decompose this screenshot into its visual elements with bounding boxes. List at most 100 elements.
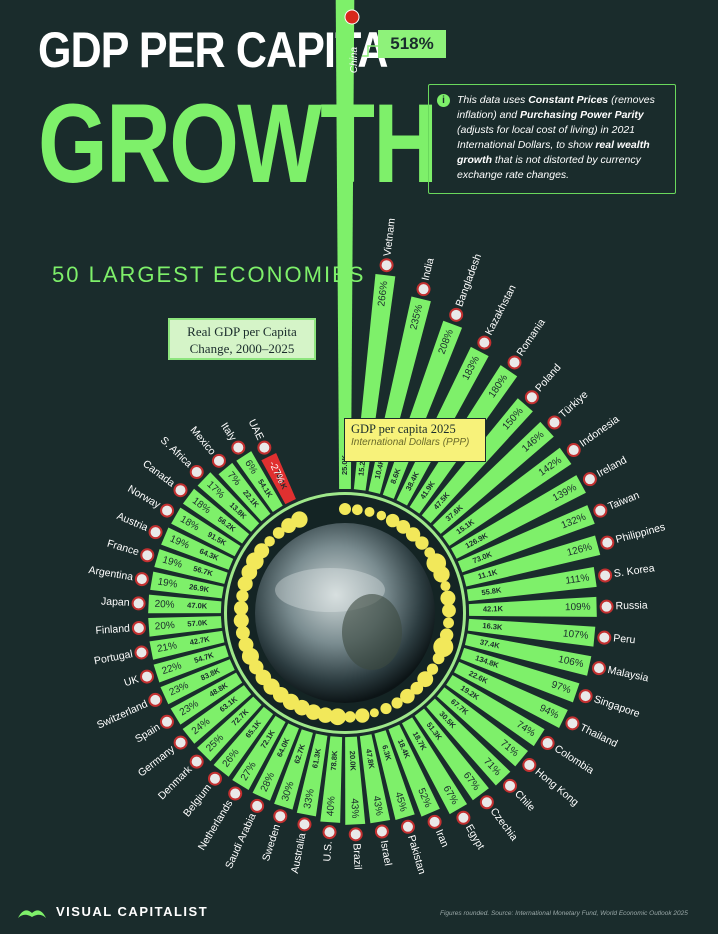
flag-icon-china (344, 9, 360, 25)
country-label-austria: Austria (115, 510, 150, 534)
bar-spain (170, 672, 243, 725)
bar-norway (171, 507, 241, 557)
gdp-bubble-russia (442, 603, 456, 618)
country-label-thailand: Thailand (578, 722, 620, 750)
gdp-bubble-argentina (236, 589, 249, 603)
flag-icon-philippines (600, 535, 615, 550)
country-label-peru: Peru (613, 632, 636, 646)
growth-label-japan: 20% (154, 599, 175, 611)
flag-icon-s-africa (189, 465, 204, 480)
flag-icon-u-s (322, 825, 337, 840)
gdp-bubble-kazakhstan (385, 513, 400, 528)
flag-icon-argentina (134, 572, 149, 587)
country-label-japan: Japan (101, 595, 130, 608)
bar-australia (296, 733, 328, 817)
gdp-bubble-colombia (426, 663, 439, 675)
country-label-czechia: Czechia (488, 806, 520, 844)
flag-icon-israel (374, 824, 389, 839)
gdp-bubble-uk (238, 637, 254, 653)
growth-label-argentina: 19% (157, 576, 179, 590)
country-label-belgium: Belgium (181, 782, 214, 819)
flag-icon-indonesia (566, 443, 581, 458)
flag-icon-t-rkiye (547, 415, 562, 430)
bar-singapore (460, 647, 580, 703)
country-label-china: China (349, 47, 360, 74)
gdp-bubble-canada (254, 543, 270, 559)
bar-taiwan (457, 505, 595, 573)
gdp-label-vietnam: 15.2K (356, 455, 367, 477)
gdp-bubble-s-korea (440, 590, 456, 606)
flag-icon-vietnam (379, 258, 394, 273)
bar-uk (153, 645, 229, 683)
flag-icon-chile (503, 778, 518, 793)
flag-icon-czechia (479, 795, 494, 810)
flag-icon-canada (173, 483, 188, 498)
country-label-romania: Romania (514, 317, 548, 359)
growth-label-vietnam: 266% (376, 280, 390, 307)
growth-series-label: Real GDP per Capita Change, 2000–2025 (168, 318, 316, 360)
growth-label-malaysia: 106% (557, 654, 584, 670)
flag-icon-russia (599, 599, 614, 614)
country-label-kazakhstan: Kazakhstan (483, 283, 519, 337)
bar-denmark (197, 696, 262, 762)
growth-label-brazil: 43% (348, 798, 360, 819)
flag-icon-iran (427, 814, 442, 829)
bar-saudi-arabia (252, 723, 299, 801)
country-label-indonesia: Indonesia (577, 413, 621, 449)
bar-japan (148, 594, 222, 614)
bar-israel (359, 734, 391, 824)
gdp-label-portugal: 42.7K (189, 634, 211, 647)
bar-colombia (446, 675, 545, 747)
country-label-canada: Canada (140, 458, 177, 490)
country-label-sweden: Sweden (260, 823, 283, 863)
gdp-bubble-peru (443, 617, 454, 629)
gdp-label-russia: 42.1K (483, 604, 504, 613)
country-label-denmark: Denmark (156, 763, 195, 802)
gdp-bubble-japan (233, 601, 249, 616)
bar-iran (388, 724, 440, 817)
growth-label-peru: 107% (562, 628, 589, 641)
gdp-label-subtitle: International Dollars (PPP) (351, 437, 470, 448)
bar-u-s (320, 736, 343, 823)
bar-portugal (149, 630, 225, 660)
earth-globe (255, 523, 435, 703)
flag-icon-mexico (211, 453, 226, 468)
title-line-1: GDP PER CAPITA (38, 22, 388, 78)
gdp-label-israel: 47.8K (364, 748, 376, 770)
flag-icon-malaysia (591, 661, 606, 676)
country-label-t-rkiye: Türkiye (557, 389, 591, 421)
country-label-bangladesh: Bangladesh (453, 252, 484, 308)
country-label-uk: UK (123, 673, 141, 689)
growth-label-finland: 20% (154, 620, 175, 632)
gdp-label-title: GDP per capita 2025 (351, 422, 456, 436)
source-note: Figures rounded. Source: International M… (440, 910, 688, 917)
country-label-colombia: Colombia (552, 743, 596, 777)
bar-ireland (450, 475, 586, 559)
country-label-portugal: Portugal (93, 648, 134, 667)
country-label-iran: Iran (433, 828, 451, 850)
growth-label-france: 19% (161, 555, 183, 571)
flag-icon-ireland (582, 472, 597, 487)
bar-france (154, 549, 228, 584)
country-label-philippines: Philippines (614, 521, 666, 546)
bar-germany (182, 685, 252, 744)
gdp-label-peru: 16.3K (482, 621, 503, 632)
country-label-russia: Russia (615, 599, 648, 612)
flag-icon-bangladesh (449, 307, 464, 322)
bar-belgium (213, 706, 274, 777)
gdp-label-s-korea: 55.8K (481, 585, 503, 597)
flag-icon-colombia (540, 736, 555, 751)
country-label-finland: Finland (95, 622, 130, 636)
brand-name: VISUAL CAPITALIST (56, 904, 209, 919)
flag-icon-germany (173, 735, 188, 750)
flag-icon-belgium (207, 771, 222, 786)
bar-malaysia (464, 633, 592, 676)
country-label-malaysia: Malaysia (607, 664, 650, 685)
growth-label-portugal: 21% (156, 640, 178, 655)
gdp-bubble-india (364, 506, 375, 517)
flag-icon-kazakhstan (477, 335, 492, 350)
gdp-bubble-portugal (235, 625, 250, 640)
bar-philippines (463, 535, 601, 587)
country-label-india: India (420, 257, 437, 282)
flag-icon-romania (507, 355, 522, 370)
